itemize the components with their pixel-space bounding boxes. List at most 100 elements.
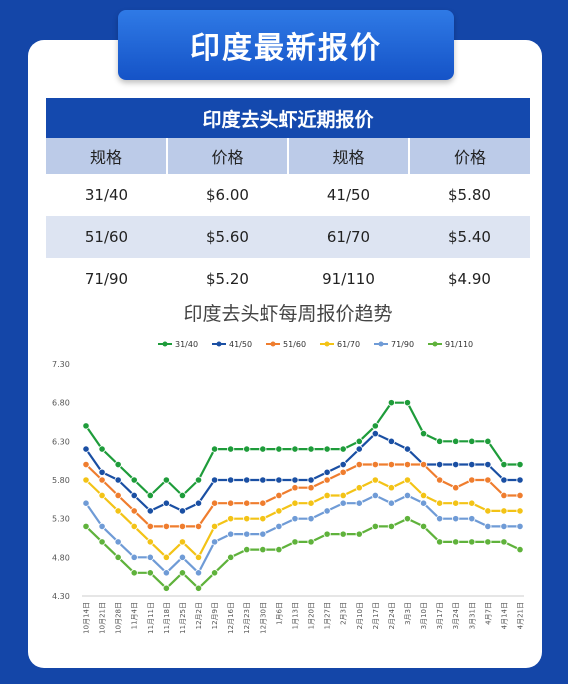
data-point <box>436 437 444 445</box>
table-cell: 31/40 <box>84 186 129 204</box>
x-tick-label: 4月14日 <box>500 602 508 629</box>
data-point <box>419 460 428 469</box>
data-point <box>227 530 235 538</box>
data-point <box>452 437 460 445</box>
x-tick-label: 4月21日 <box>517 602 525 629</box>
legend-marker <box>216 341 222 347</box>
legend-item: 51/60 <box>266 340 306 349</box>
data-point <box>227 515 235 523</box>
data-point <box>484 476 492 484</box>
data-point <box>500 460 508 469</box>
x-tick-label: 11月25日 <box>179 602 187 634</box>
x-tick-label: 12月2日 <box>195 602 203 629</box>
series-line <box>85 463 520 528</box>
column-header: 价格 <box>167 138 289 174</box>
data-point <box>452 460 460 469</box>
chart-plot-area <box>82 399 524 592</box>
data-point <box>500 507 508 515</box>
data-point <box>178 491 187 500</box>
data-point <box>371 522 379 530</box>
series-line <box>85 494 520 574</box>
data-point <box>146 507 154 515</box>
data-point <box>419 491 428 500</box>
data-point <box>468 437 476 445</box>
data-point <box>436 499 444 507</box>
data-point <box>162 584 170 592</box>
x-tick-label: 11月4日 <box>131 602 139 629</box>
data-point <box>194 584 203 592</box>
chart-title: 印度去头虾每周报价趋势 <box>183 303 392 325</box>
x-tick-label: 12月16日 <box>227 602 235 634</box>
data-point <box>114 476 122 484</box>
data-point <box>130 522 138 530</box>
data-point <box>243 476 251 484</box>
table-cell: 51/60 <box>46 216 167 258</box>
data-point <box>484 460 492 469</box>
data-point <box>194 569 203 577</box>
x-tick-label: 2月3日 <box>340 602 348 625</box>
data-point <box>339 460 347 469</box>
data-point <box>355 499 363 507</box>
data-point <box>323 530 331 538</box>
data-point <box>130 507 138 515</box>
column-header: 规格 <box>288 138 410 174</box>
data-point <box>436 515 444 523</box>
series-line <box>85 517 521 590</box>
x-tick-label: 2月24日 <box>388 602 396 629</box>
data-point <box>130 491 138 500</box>
data-point <box>403 515 412 523</box>
data-point <box>516 491 524 500</box>
data-point <box>355 445 363 453</box>
data-point <box>403 445 412 453</box>
data-point <box>194 476 203 484</box>
data-point <box>516 546 524 554</box>
data-point <box>323 507 331 515</box>
data-point <box>355 437 363 445</box>
price-table-title: 印度去头虾近期报价 <box>46 98 530 138</box>
data-point <box>291 499 299 507</box>
data-point <box>210 445 219 453</box>
legend-item: 91/110 <box>428 340 473 349</box>
data-point <box>98 491 106 500</box>
data-point <box>387 437 396 445</box>
x-tick-label: 10月14日 <box>83 602 91 634</box>
data-point <box>227 445 235 453</box>
x-tick-label: 10月21日 <box>99 602 107 634</box>
data-point <box>291 484 299 492</box>
data-point <box>371 460 379 469</box>
data-point <box>452 499 460 507</box>
table-header-row: 规格 价格 规格 价格 <box>46 138 530 174</box>
data-point <box>146 522 154 530</box>
data-point <box>130 553 138 561</box>
data-point <box>436 538 444 546</box>
y-tick-label: 7.30 <box>52 360 70 369</box>
data-point <box>468 538 476 546</box>
data-point <box>371 430 379 438</box>
series-line <box>85 432 520 512</box>
legend-label: 31/40 <box>175 340 198 349</box>
data-point <box>243 445 251 453</box>
x-tick-label: 1月13日 <box>291 602 299 629</box>
table-cell: 91/110 <box>322 270 375 288</box>
table-cell: $5.60 <box>167 216 288 258</box>
data-point <box>371 476 379 484</box>
series <box>82 476 524 561</box>
table-cell: 71/90 <box>84 270 129 288</box>
legend-label: 91/110 <box>445 340 473 349</box>
data-point <box>275 445 283 453</box>
series <box>82 460 524 530</box>
data-point <box>114 538 122 546</box>
legend-marker <box>162 341 168 347</box>
data-point <box>162 476 170 484</box>
data-point <box>516 476 524 484</box>
data-point <box>355 460 363 469</box>
data-point <box>484 507 492 515</box>
column-header: 规格 <box>46 138 168 174</box>
table-row: 31/40 $6.00 41/50 $5.80 <box>46 174 530 216</box>
data-point <box>468 476 476 484</box>
data-point <box>162 522 170 530</box>
data-point <box>259 499 267 507</box>
data-point <box>162 499 170 507</box>
legend-item: 71/90 <box>374 340 414 349</box>
data-point <box>275 546 283 554</box>
